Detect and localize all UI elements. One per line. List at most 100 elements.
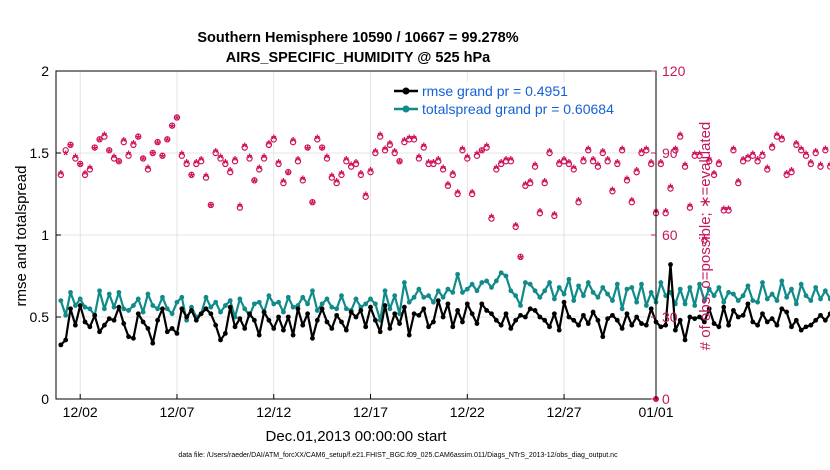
obs-possible-marker <box>159 152 166 159</box>
obs-possible-marker <box>217 155 224 162</box>
rmse-point <box>716 324 722 330</box>
rmse-point <box>179 306 185 312</box>
totalspread-point <box>532 288 538 294</box>
obs-evaluated-marker: * <box>571 161 577 176</box>
rmse-point <box>522 314 528 320</box>
totalspread-point <box>363 301 369 307</box>
rmse-point <box>160 306 165 312</box>
obs-evaluated-marker: * <box>702 232 708 247</box>
totalspread-point <box>222 303 228 308</box>
rmse-point <box>634 314 640 320</box>
totalspread-point <box>813 285 819 290</box>
totalspread-point <box>498 270 504 276</box>
rmse-point <box>72 322 78 328</box>
obs-possible-marker <box>735 179 742 187</box>
totalspread-point <box>237 296 243 302</box>
totalspread-point <box>450 290 456 295</box>
obs-possible-marker <box>546 149 553 157</box>
obs-possible-marker <box>493 166 500 173</box>
obs-possible-marker <box>604 157 611 165</box>
obs-possible-marker <box>231 157 239 165</box>
obs-evaluated-marker: * <box>649 156 655 171</box>
totalspread-point <box>426 293 431 299</box>
obs-evaluated-marker: * <box>658 156 664 171</box>
rmse-point <box>324 319 330 325</box>
rmse-point <box>735 314 741 320</box>
y-tick-label: 2 <box>41 63 49 79</box>
rmse-point <box>372 317 378 323</box>
totalspread-point <box>251 301 257 307</box>
obs-evaluated-marker: * <box>528 175 534 190</box>
obs-evaluated-marker: * <box>513 219 519 234</box>
y-tick-label: 1.5 <box>30 145 50 161</box>
obs-evaluated-marker: * <box>610 183 616 198</box>
rmse-point <box>363 324 369 330</box>
obs-possible-marker <box>265 141 273 148</box>
rmse-point <box>518 312 523 318</box>
obs-possible-marker <box>676 133 684 140</box>
obs-evaluated-marker: * <box>523 178 529 193</box>
legend-totalspread-label: totalspread grand pr = 0.60684 <box>422 101 614 117</box>
rmse-point <box>445 301 451 307</box>
rmse-point <box>692 316 698 322</box>
obs-possible-marker <box>197 157 205 165</box>
obs-possible-marker <box>260 155 268 162</box>
totalspread-point <box>295 303 301 308</box>
rmse-point <box>97 329 102 335</box>
rmse-point <box>440 314 446 320</box>
totalspread-point <box>416 286 422 292</box>
obs-possible-marker <box>696 152 703 159</box>
obs-possible-marker <box>106 147 113 154</box>
rmse-point <box>663 322 669 328</box>
obs-possible-marker <box>318 144 326 151</box>
obs-possible-marker <box>575 198 582 206</box>
grid-lines <box>56 71 657 399</box>
totalspread-point <box>571 298 577 303</box>
obs-evaluated-marker: * <box>712 167 718 182</box>
obs-possible-marker <box>285 168 292 176</box>
rmse-point <box>624 311 630 317</box>
rmse-point <box>174 331 180 336</box>
totalspread-point <box>634 299 640 305</box>
totalspread-point <box>682 301 688 307</box>
obs-possible-marker <box>86 166 94 173</box>
obs-possible-marker <box>710 171 718 179</box>
obs-evaluated-marker: * <box>286 167 292 182</box>
rmse-point <box>203 306 209 312</box>
y-tick-label: 0 <box>41 391 49 407</box>
rmse-point <box>493 317 499 323</box>
obs-evaluated-marker: * <box>803 148 809 163</box>
obs-possible-marker <box>226 168 234 176</box>
obs-possible-marker <box>96 136 103 143</box>
totalspread-point <box>648 290 654 295</box>
obs-evaluated-marker: * <box>465 150 471 165</box>
obs-possible-marker <box>802 152 810 159</box>
totalspread-point <box>518 303 523 308</box>
rmse-point <box>571 317 577 323</box>
obs-evaluated-marker: * <box>73 150 79 165</box>
totalspread-point <box>527 281 533 287</box>
obs-possible-marker <box>512 223 519 230</box>
obs-evaluated-marker: * <box>678 129 684 144</box>
totalspread-point <box>387 306 393 312</box>
rmse-point <box>793 317 799 323</box>
totalspread-point <box>551 296 557 302</box>
obs-possible-marker <box>778 136 786 143</box>
x-tick-label: 12/02 <box>63 404 98 420</box>
obs-evaluated-marker: * <box>808 156 814 171</box>
obs-possible-marker <box>589 157 597 165</box>
data-file-footnote: data file: /Users/raeder/DAI/ATM_forcXX/… <box>178 452 618 459</box>
totalspread-point <box>716 285 722 290</box>
obs-possible-marker <box>468 190 476 198</box>
obs-evaluated-marker: * <box>373 145 379 160</box>
totalspread-point <box>397 311 402 317</box>
obs-possible-marker <box>444 182 452 189</box>
rmse-point <box>760 311 765 317</box>
rmse-point <box>339 319 344 325</box>
obs-possible-marker <box>541 179 548 187</box>
obs-possible-marker <box>81 171 89 179</box>
totalspread-point <box>77 296 83 302</box>
obs-possible-marker <box>154 138 161 146</box>
obs-evaluated-marker: * <box>426 156 432 171</box>
legend-rmse-label: rmse grand pr = 0.4951 <box>422 83 568 99</box>
